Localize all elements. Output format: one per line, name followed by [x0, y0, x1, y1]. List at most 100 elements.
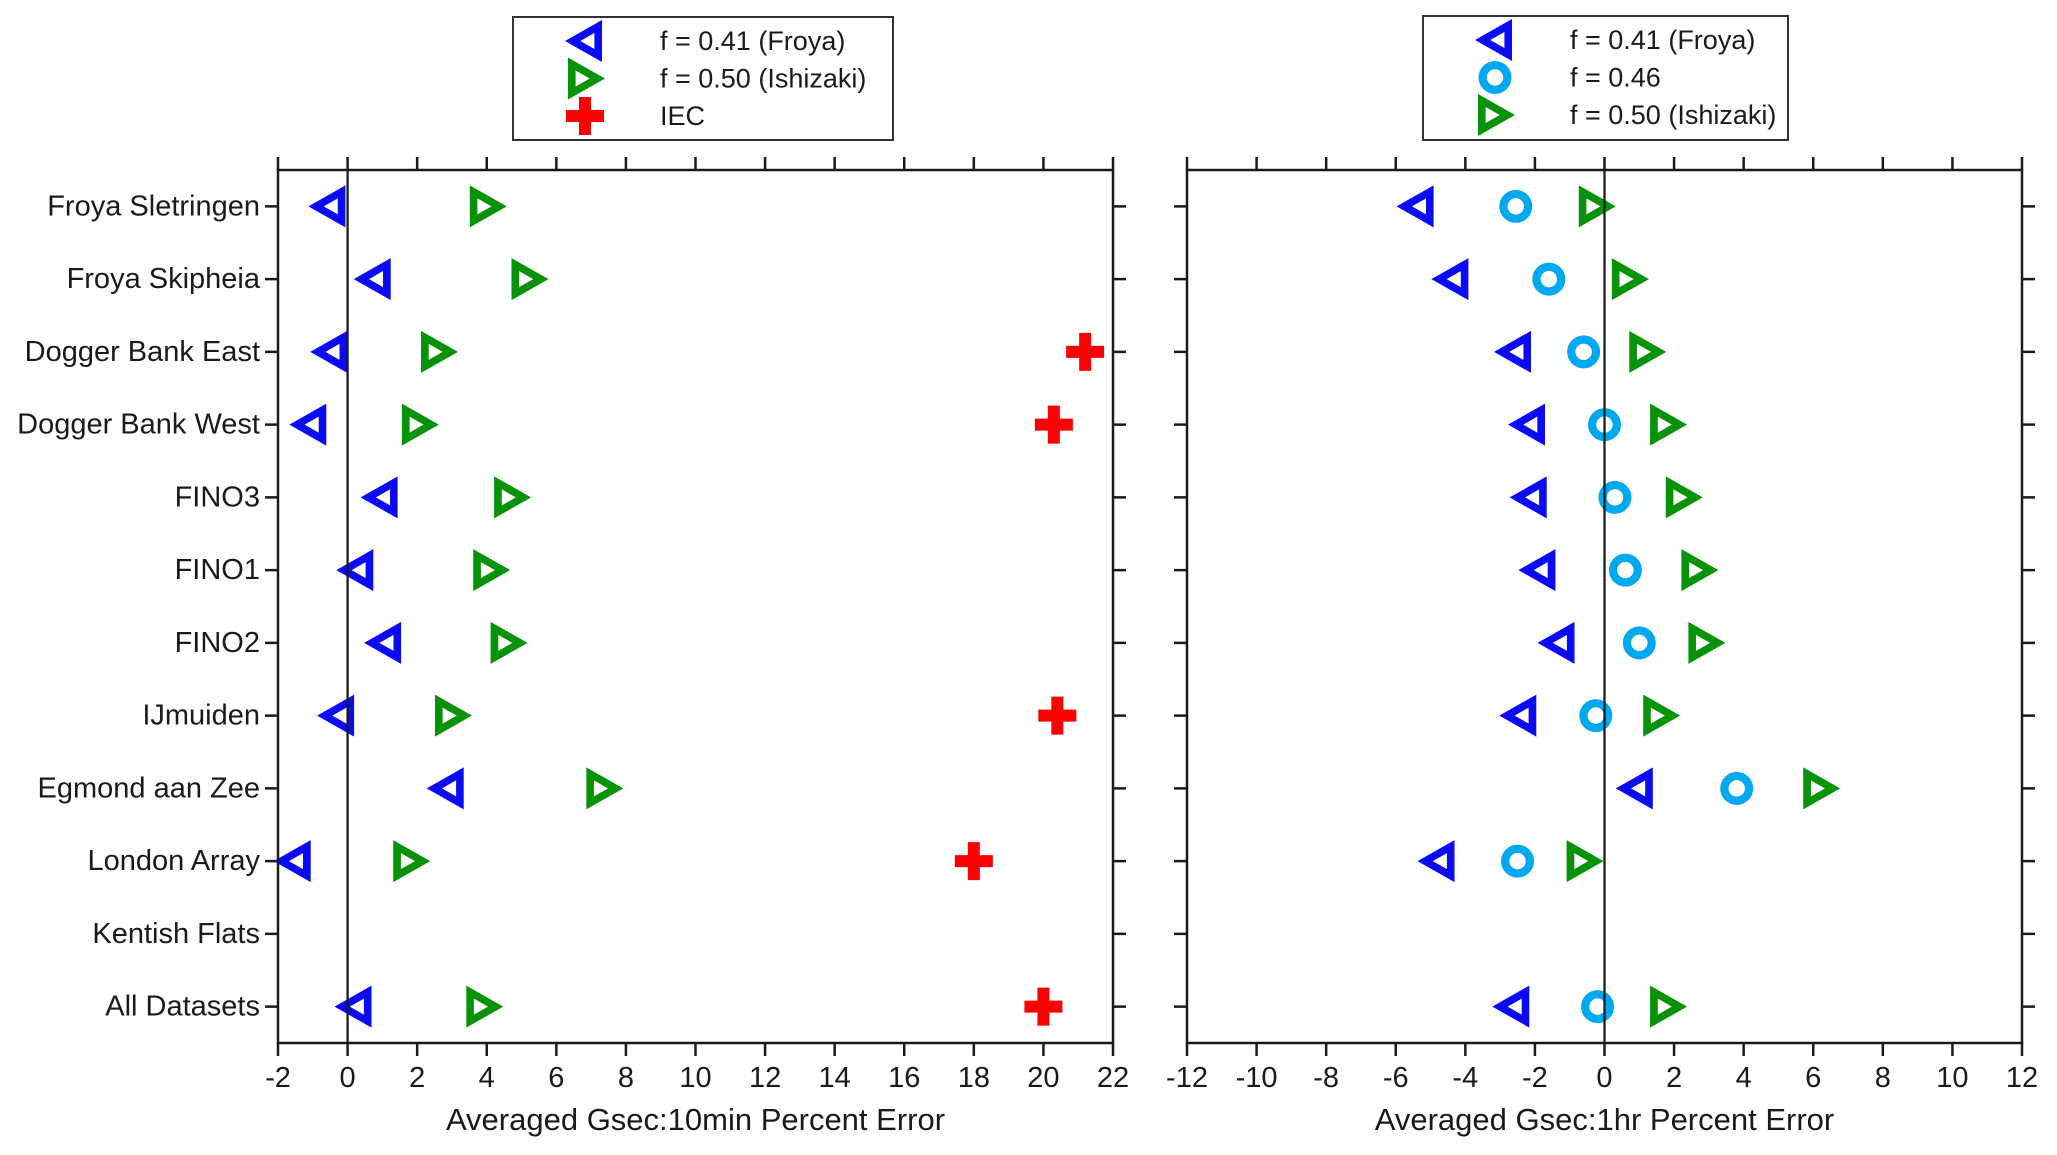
x-tick-label: 8	[618, 1062, 634, 1094]
left-triangle-icon	[353, 258, 391, 301]
left-triangle-icon	[1518, 549, 1556, 592]
x-axis-label: Averaged Gsec:1hr Percent Error	[1375, 1102, 1834, 1137]
circle-icon-hole	[1509, 852, 1526, 870]
x-tick-label: 14	[819, 1062, 851, 1094]
left-triangle-icon	[1494, 330, 1531, 373]
left-triangle-icon	[289, 403, 327, 446]
legend-marker	[1478, 61, 1512, 94]
x-tick-label: 6	[548, 1062, 564, 1094]
left-triangle-icon	[1431, 258, 1469, 301]
data-point-marker	[1417, 840, 1455, 883]
plus-icon	[566, 97, 604, 135]
data-point-marker	[421, 330, 458, 373]
data-point-marker	[1566, 840, 1604, 883]
data-point-marker	[1567, 335, 1601, 369]
data-point-marker	[1532, 262, 1566, 296]
right-triangle-icon	[511, 258, 549, 301]
data-point-marker	[1622, 626, 1656, 660]
category-label: Froya Skipheia	[67, 263, 261, 295]
category-label: Froya Sletringen	[47, 190, 260, 222]
x-tick-label: 0	[340, 1062, 356, 1094]
x-tick-label: 6	[1805, 1062, 1821, 1094]
left-triangle-icon	[1537, 621, 1575, 664]
x-tick-label: 0	[1596, 1062, 1612, 1094]
left-triangle-icon	[1509, 476, 1547, 519]
circle-icon-hole	[1617, 561, 1634, 579]
plus-icon	[1024, 987, 1063, 1026]
plot-box	[276, 168, 1115, 1045]
right-triangle-icon	[421, 330, 458, 373]
right-triangle-icon	[568, 57, 605, 100]
x-tick-label: -10	[1236, 1062, 1278, 1094]
right-triangle-icon	[1566, 840, 1604, 883]
legend-marker	[566, 97, 604, 135]
x-tick-label: 18	[958, 1062, 990, 1094]
circle-icon-hole	[1728, 780, 1745, 797]
x-tick-label: 2	[1666, 1062, 1682, 1094]
data-point-marker	[586, 767, 624, 810]
data-point-marker	[1034, 405, 1073, 444]
x-tick-label: -4	[1452, 1062, 1478, 1094]
data-point-marker	[1643, 694, 1681, 737]
data-point-marker	[435, 694, 472, 737]
data-point-marker	[1581, 990, 1615, 1024]
data-point-marker	[1803, 767, 1841, 810]
legend-marker	[1475, 19, 1512, 61]
left-triangle-icon	[336, 549, 374, 592]
data-point-marker	[1608, 553, 1642, 587]
plus-icon	[1034, 405, 1073, 444]
circle-icon-hole	[1575, 343, 1592, 361]
data-point-marker	[1518, 549, 1556, 592]
data-point-marker	[511, 258, 549, 301]
data-point-marker	[1650, 985, 1688, 1028]
left-triangle-icon	[1475, 19, 1512, 61]
right-triangle-icon	[1688, 621, 1726, 664]
data-point-marker	[1611, 258, 1649, 301]
circle-icon-hole	[1540, 270, 1558, 288]
category-label: All Datasets	[105, 991, 260, 1023]
category-label: Kentish Flats	[92, 918, 260, 950]
right-triangle-icon	[1650, 985, 1688, 1028]
data-point-marker	[364, 621, 402, 664]
plus-icon	[954, 842, 993, 881]
data-point-marker	[1598, 480, 1632, 514]
x-tick-label: -2	[265, 1062, 291, 1094]
data-point-marker	[1681, 549, 1719, 592]
data-point-marker	[1499, 694, 1537, 737]
left-triangle-icon	[360, 476, 398, 519]
legend-label: f = 0.50 (Ishizaki)	[660, 64, 866, 94]
right-triangle-icon	[586, 767, 624, 810]
x-tick-label: 8	[1875, 1062, 1891, 1094]
x-axis-label: Averaged Gsec:10min Percent Error	[446, 1102, 945, 1137]
right-triangle-icon	[1611, 258, 1649, 301]
right-triangle-icon	[494, 476, 532, 519]
data-point-marker	[1579, 699, 1613, 733]
data-point-marker	[1665, 476, 1703, 519]
data-point-marker	[353, 258, 391, 301]
circle-icon-hole	[1507, 198, 1524, 215]
plus-icon	[1038, 696, 1077, 735]
left-triangle-icon	[364, 621, 402, 664]
data-point-marker	[273, 840, 311, 883]
data-point-marker	[1494, 330, 1531, 373]
left-triangle-icon	[426, 767, 464, 810]
data-point-marker	[317, 694, 355, 737]
right-triangle-icon	[435, 694, 472, 737]
right-triangle-icon	[1478, 94, 1515, 136]
category-label: FINO2	[175, 627, 260, 659]
left-triangle-icon	[1492, 985, 1530, 1028]
left-triangle-icon	[1508, 403, 1545, 446]
data-point-marker	[334, 985, 372, 1028]
data-point-marker	[1578, 185, 1616, 228]
right-triangle-icon	[466, 985, 504, 1028]
left-triangle-icon	[334, 985, 372, 1028]
right-triangle-icon	[1629, 330, 1667, 373]
data-point-marker	[473, 549, 511, 592]
legend-right: f = 0.41 (Froya) f = 0.46 f = 0.50 (Ishiza…	[1422, 15, 1789, 141]
data-point-marker	[1024, 987, 1063, 1026]
data-point-marker	[1615, 767, 1653, 810]
data-point-marker	[289, 403, 327, 446]
data-point-marker	[1492, 985, 1530, 1028]
